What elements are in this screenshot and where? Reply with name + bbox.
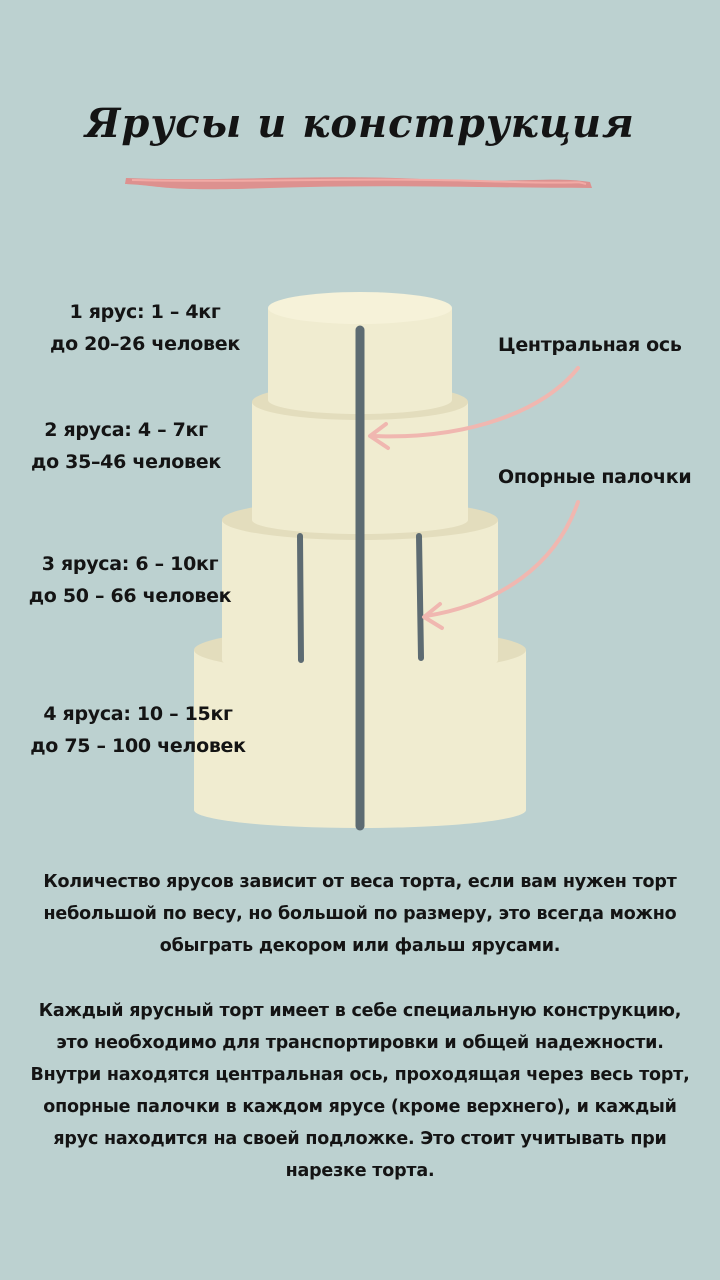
page-title: Ярусы и конструкция [85,100,635,147]
tier-label-4: 4 яруса: 10 – 15кг до 75 – 100 человек [18,698,258,762]
tier-label-1: 1 ярус: 1 – 4кг до 20–26 человек [25,296,265,360]
title-underline-brushstroke [125,177,592,190]
paragraph-tiers-weight: Количество ярусов зависит от веса торта,… [43,872,677,956]
tier-4-people: до 75 – 100 человек [30,735,246,757]
tier-label-3: 3 яруса: 6 – 10кг до 50 – 66 человек [10,548,250,612]
tier-3-weight: 3 яруса: 6 – 10кг [41,553,219,575]
central-axis-arrow [368,366,580,450]
tier-label-2: 2 яруса: 4 – 7кг до 35–46 человек [6,414,246,478]
tier-2-weight: 2 яруса: 4 – 7кг [44,419,208,441]
support-sticks-label: Опорные палочки [498,466,692,488]
support-stick-left [297,533,304,663]
tier-1-weight: 1 ярус: 1 – 4кг [69,301,221,323]
tier-3-people: до 50 – 66 человек [28,585,232,607]
tier-2-people: до 35–46 человек [31,451,221,473]
tier-1-people: до 20–26 человек [50,333,240,355]
support-stick-right [416,533,424,661]
support-sticks-arrow [422,500,580,630]
paragraph-construction: Каждый ярусный торт имеет в себе специал… [30,1001,690,1181]
tier-4-weight: 4 яруса: 10 – 15кг [43,703,233,725]
central-axis-label: Центральная ось [498,334,682,356]
